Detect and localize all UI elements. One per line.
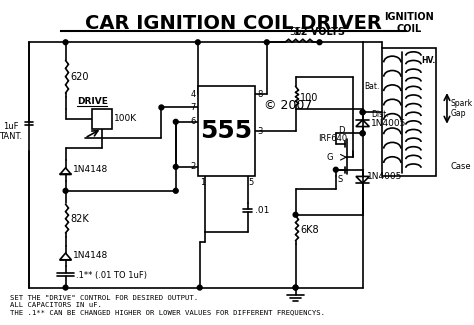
Circle shape [360, 110, 365, 115]
Bar [198, 86, 255, 176]
Text: 100: 100 [301, 93, 319, 103]
Text: Case: Case [451, 162, 472, 171]
Circle shape [63, 188, 68, 193]
Text: THE .1** CAN BE CHANGED HIGHER OR LOWER VALUES FOR DIFFERENT FREQUENCYS.: THE .1** CAN BE CHANGED HIGHER OR LOWER … [10, 309, 325, 315]
Circle shape [159, 105, 164, 110]
Circle shape [173, 164, 178, 169]
Text: 2: 2 [191, 162, 196, 171]
Circle shape [293, 212, 298, 217]
Text: 8: 8 [257, 89, 263, 98]
Bar [92, 109, 111, 128]
Text: 1N4005: 1N4005 [371, 119, 407, 128]
Text: 1N4148: 1N4148 [73, 252, 109, 260]
Text: 7: 7 [191, 103, 196, 112]
Text: Bat.: Bat. [365, 82, 380, 91]
Circle shape [63, 285, 68, 290]
Text: G: G [327, 153, 333, 162]
Circle shape [360, 131, 365, 136]
Text: 555: 555 [201, 119, 253, 143]
Text: 620: 620 [70, 72, 89, 82]
Text: CAR IGNITION COIL DRIVER: CAR IGNITION COIL DRIVER [85, 14, 382, 32]
Text: IGNITION
COIL: IGNITION COIL [384, 12, 434, 33]
Circle shape [360, 110, 365, 115]
Text: 4: 4 [191, 89, 196, 98]
Text: SET THE "DRIVE" CONTROL FOR DESIRED OUTPUT.: SET THE "DRIVE" CONTROL FOR DESIRED OUTP… [10, 295, 198, 301]
Text: 1: 1 [200, 178, 205, 187]
Text: S: S [337, 175, 343, 184]
Circle shape [293, 285, 298, 290]
Circle shape [360, 131, 365, 136]
Text: 100K: 100K [113, 114, 137, 124]
Text: 1uF
TANT.: 1uF TANT. [0, 122, 22, 141]
Text: 56: 56 [289, 27, 302, 37]
Circle shape [195, 40, 200, 45]
Text: 5: 5 [248, 178, 253, 187]
Circle shape [63, 40, 68, 45]
Text: D: D [337, 126, 344, 135]
Circle shape [293, 285, 298, 290]
Text: ALL CAPACITORS IN uF.: ALL CAPACITORS IN uF. [10, 302, 102, 308]
Text: 3: 3 [257, 127, 263, 136]
Text: Dist.: Dist. [371, 110, 389, 119]
Text: 12 VOLTS: 12 VOLTS [294, 27, 345, 37]
Text: HV.: HV. [421, 56, 436, 65]
Text: 1N4005: 1N4005 [367, 172, 403, 181]
Text: .01: .01 [255, 206, 270, 215]
Text: .1** (.01 TO 1uF): .1** (.01 TO 1uF) [76, 271, 147, 280]
Text: 6: 6 [191, 117, 196, 126]
Text: Spark
Gap: Spark Gap [451, 99, 473, 118]
Text: 1N4148: 1N4148 [73, 165, 109, 174]
Text: 6K8: 6K8 [301, 225, 319, 235]
Circle shape [173, 119, 178, 124]
Text: IRF640: IRF640 [319, 134, 348, 143]
Bar [382, 48, 437, 176]
Text: © 2007: © 2007 [264, 99, 312, 112]
Circle shape [317, 40, 322, 45]
Circle shape [173, 188, 178, 193]
Text: 82K: 82K [70, 214, 89, 224]
Text: DRIVE: DRIVE [77, 97, 108, 106]
Circle shape [333, 167, 338, 172]
Circle shape [264, 40, 269, 45]
Circle shape [197, 285, 202, 290]
